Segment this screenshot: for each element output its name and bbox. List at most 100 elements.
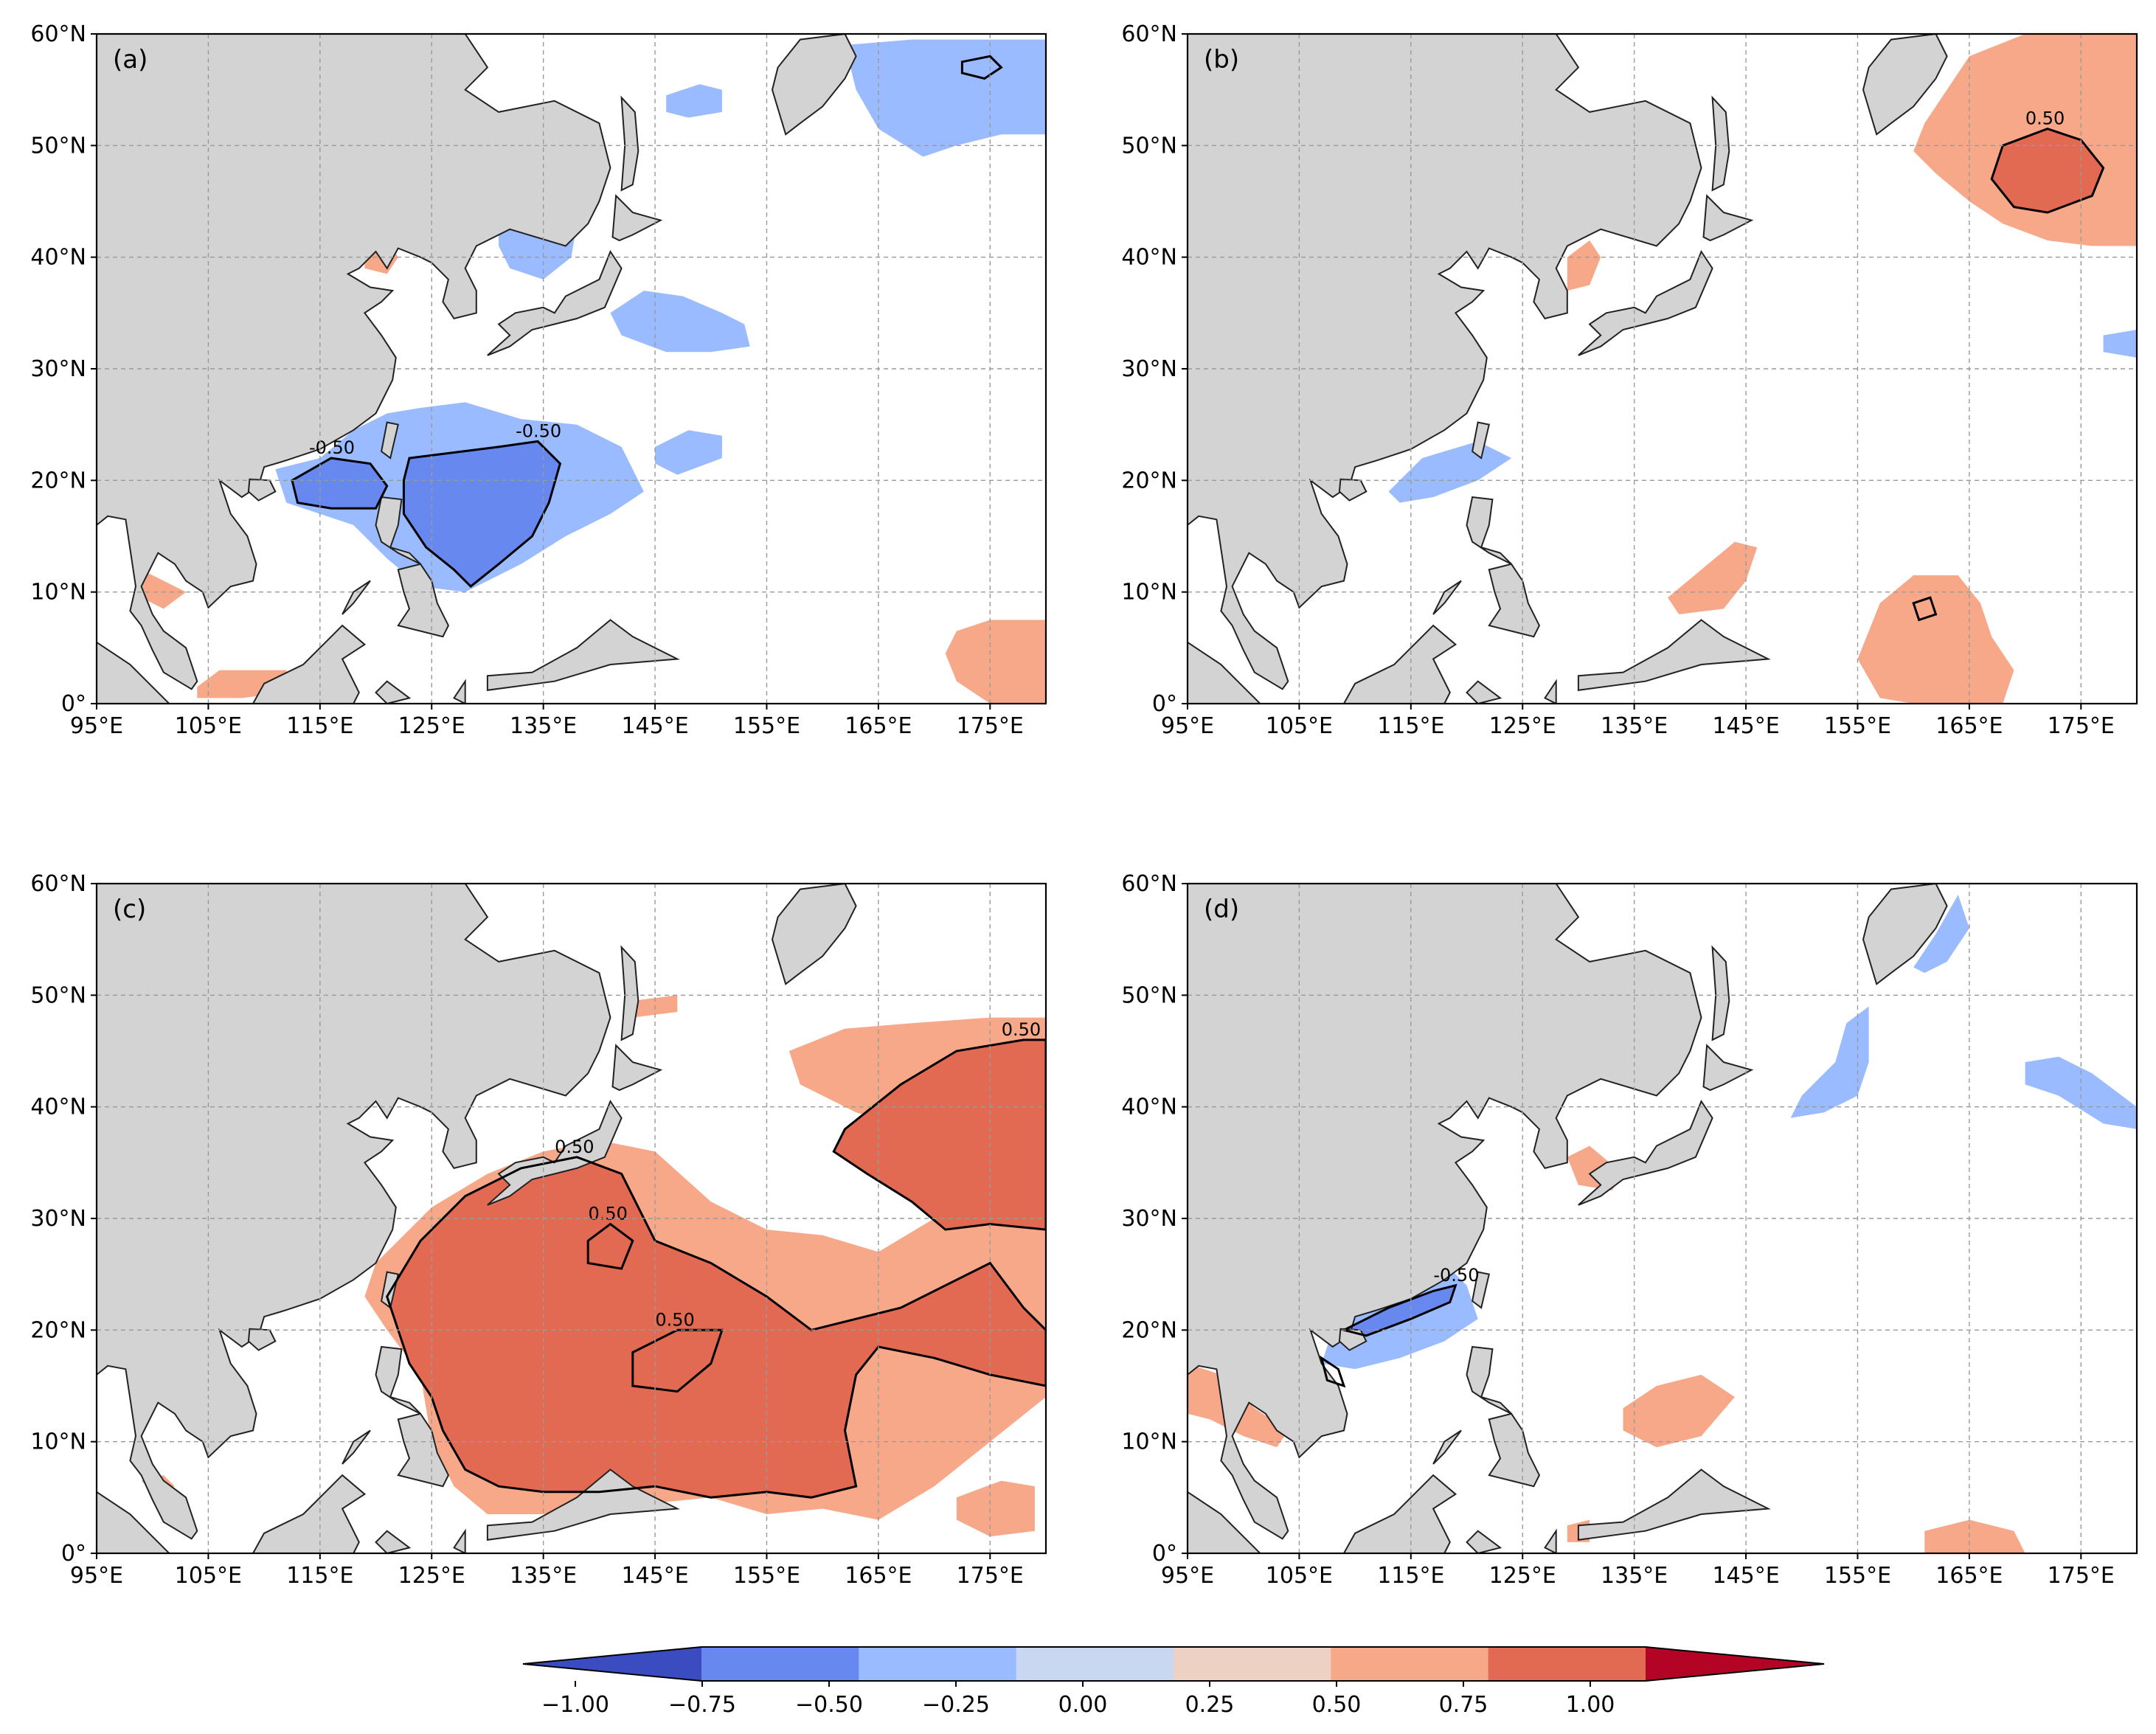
lat-tick-label: 40°N [30, 245, 86, 271]
contour-label: -0.50 [1433, 1265, 1479, 1286]
land-polygon-9 [1488, 1412, 1541, 1488]
lat-tick-label: 40°N [30, 1095, 86, 1120]
lon-tick-label: 165°E [845, 713, 912, 739]
shaded-region-a-11 [141, 569, 187, 609]
contour-line-c-2 [631, 1328, 724, 1393]
lon-tick-label: 135°E [1601, 713, 1668, 739]
lat-tick-label: 20°N [1121, 1317, 1177, 1343]
lat-tick-label: 50°N [30, 982, 86, 1008]
contour-line-a-1 [402, 440, 562, 589]
shaded-region-c-1 [387, 1156, 1046, 1498]
land-polygon-0 [97, 884, 611, 1540]
land-polygon-9 [1488, 563, 1541, 638]
lat-tick-label: 50°N [1121, 982, 1177, 1008]
panels: -0.50 -0.50 95°E 105°E 115°E 125°E 135°E 145°E 1… [30, 21, 2138, 1589]
lon-tick-label: 105°E [175, 1563, 242, 1589]
land-polygon-4 [1466, 680, 1502, 704]
lat-tick-label: 30°N [30, 356, 86, 382]
lat-tick-label: 0° [61, 1541, 86, 1567]
lon-tick-label: 125°E [1489, 713, 1556, 739]
shaded-region-c-2 [833, 1039, 1046, 1230]
shaded-field-layer [141, 995, 1046, 1537]
lat-tick-label: 10°N [30, 580, 86, 606]
land-polygon-2 [252, 1474, 367, 1553]
land-polygon-8 [1466, 496, 1512, 565]
panel-label: (d) [1204, 895, 1239, 924]
land-polygon-5 [453, 1528, 466, 1553]
map-panel-a: -0.50 -0.50 95°E 105°E 115°E 125°E 135°E 145°E 1… [30, 21, 1047, 739]
colorbar-extend-low [523, 1647, 701, 1681]
lon-tick-label: 105°E [1266, 713, 1333, 739]
lat-tick-label: 60°N [30, 21, 86, 47]
lon-tick-label: 175°E [957, 713, 1024, 739]
contour-line-b-0 [1990, 128, 2105, 214]
land-polygon-6 [1471, 1271, 1491, 1309]
contour-layer: 0.50 [1912, 108, 2105, 622]
lat-tick-label: 50°N [1121, 133, 1177, 159]
lon-tick-label: 115°E [286, 713, 353, 739]
colorbar-tick-label: −0.50 [795, 1692, 863, 1718]
colorbar-tick-label: 1.00 [1566, 1692, 1615, 1718]
land-polygon-5 [1544, 1528, 1557, 1553]
contour-label: 0.50 [655, 1309, 694, 1330]
contour-line-c-0 [386, 1156, 1046, 1499]
contour-label: 0.50 [2025, 108, 2065, 129]
shaded-region-c-3 [956, 1480, 1035, 1537]
lon-tick-label: 95°E [1161, 1563, 1214, 1589]
land-polygon-8 [375, 496, 421, 565]
colorbar-swatch [1016, 1647, 1174, 1681]
land-polygon-12 [1702, 1044, 1754, 1092]
shaded-region-d-5 [1623, 1374, 1735, 1448]
lat-tick-label: 0° [1152, 1541, 1177, 1567]
land-polygon-14 [1862, 884, 1948, 985]
colorbar-tick-label: −0.25 [922, 1692, 990, 1718]
land-polygon-12 [1702, 194, 1754, 242]
map-panel-d: -0.50 95°E 105°E 115°E 125°E 135°E 145°E 155°E 1… [1121, 871, 2138, 1589]
shaded-region-b-3 [1668, 541, 1758, 614]
land-polygon-0 [1188, 34, 1702, 690]
lon-tick-label: 135°E [1601, 1563, 1668, 1589]
colorbar-swatch [859, 1647, 1017, 1681]
land-polygon-9 [397, 1412, 450, 1488]
colorbar-swatch [1331, 1647, 1489, 1681]
contour-layer: 0.50 0.50 0.50 0.50 [386, 1019, 1046, 1499]
shaded-region-d-2 [1790, 1006, 1869, 1118]
contour-layer: -0.50 [1320, 1265, 1479, 1388]
land-polygon-8 [375, 1345, 421, 1415]
lon-tick-label: 115°E [286, 1563, 353, 1589]
lon-tick-label: 135°E [510, 713, 577, 739]
lon-tick-label: 115°E [1377, 713, 1444, 739]
shaded-region-d-1 [1344, 1285, 1456, 1336]
land-polygon-4 [375, 1530, 412, 1553]
land-layer [97, 34, 857, 704]
contour-line-c-3 [586, 1222, 634, 1270]
lat-tick-label: 60°N [1121, 21, 1177, 47]
lon-tick-label: 165°E [1935, 713, 2003, 739]
colorbar-tick-label: −1.00 [541, 1692, 609, 1718]
land-polygon-12 [611, 194, 663, 242]
gridlines [1188, 884, 2137, 1553]
shaded-region-d-3 [2025, 1056, 2137, 1129]
contour-line-c-1 [832, 1038, 1046, 1231]
lat-tick-label: 30°N [1121, 356, 1177, 382]
land-polygon-14 [771, 884, 857, 985]
lat-tick-label: 0° [1152, 691, 1177, 717]
panel-label: (a) [113, 45, 148, 74]
lat-tick-label: 20°N [30, 468, 86, 493]
land-polygon-7 [247, 1328, 277, 1351]
contour-line-d-1 [1320, 1355, 1346, 1388]
shaded-region-b-1 [1992, 128, 2104, 213]
contour-layer: -0.50 -0.50 [291, 55, 1003, 589]
panel-label: (c) [113, 895, 146, 924]
shaded-field-layer [141, 39, 1046, 704]
land-polygon-3 [1188, 641, 1261, 704]
lat-tick-label: 20°N [1121, 468, 1177, 493]
land-polygon-8 [1466, 1345, 1512, 1415]
lat-tick-label: 20°N [30, 1317, 86, 1343]
colorbar-swatch [701, 1647, 859, 1681]
contour-label: -0.50 [516, 420, 561, 441]
lon-tick-label: 125°E [398, 713, 465, 739]
colorbar-tick-label: 0.00 [1058, 1692, 1108, 1718]
contour-line-a-2 [960, 55, 1003, 80]
